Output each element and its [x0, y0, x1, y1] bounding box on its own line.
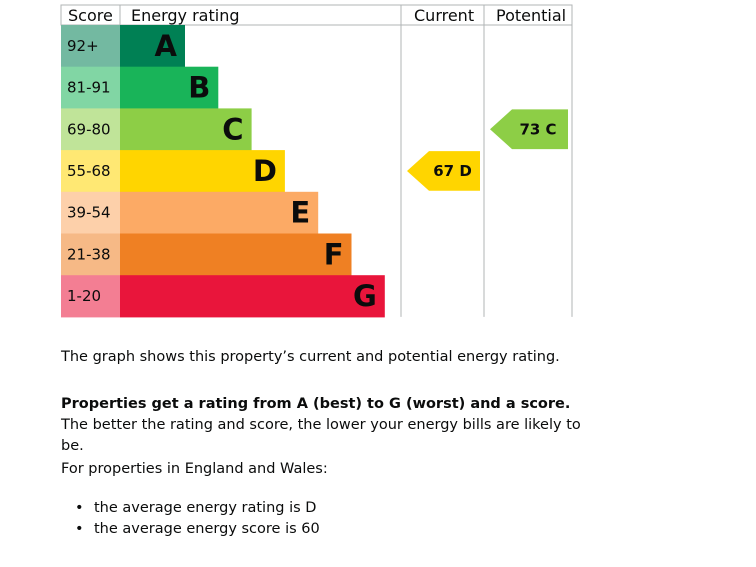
epc-pointers: 67 D 73 C: [407, 109, 568, 191]
rating-bar-g: [120, 275, 385, 318]
epc-bands: 92+ A 81-91 B 69-80 C 55-68 D 39-54 E 21-38 F 1-20 G: [61, 25, 385, 318]
potential-rating-arrow: [490, 109, 568, 150]
chart-description: The graph shows this property’s current …: [61, 347, 581, 368]
average-list: the average energy rating is D the avera…: [61, 498, 320, 540]
current-rating-arrow: [407, 151, 480, 191]
rating-explanation-rest: The better the rating and score, the low…: [61, 417, 581, 454]
list-item: the average energy score is 60: [61, 519, 320, 540]
score-cell-a: [61, 25, 120, 68]
score-cell-d: [61, 150, 120, 193]
score-range-f: 21-38: [67, 245, 111, 263]
rating-bar-e: [120, 191, 319, 234]
rating-bar-c: [120, 108, 252, 151]
score-cell-b: [61, 66, 120, 109]
rating-letter-e: E: [290, 196, 310, 230]
rating-letter-c: C: [222, 112, 243, 146]
epc-chart: Score Energy rating Current Potential 92…: [60, 4, 573, 318]
rating-bar-b: [120, 66, 219, 109]
score-cell-f: [61, 233, 120, 276]
rating-letter-g: G: [353, 279, 377, 313]
rating-bar-d: [120, 150, 285, 193]
epc-grid: [60, 5, 573, 317]
rating-explanation-text: Properties get a rating from A (best) to…: [61, 394, 581, 457]
potential-rating-label: 73 C: [519, 120, 556, 138]
rating-explanation: Properties get a rating from A (best) to…: [61, 394, 581, 457]
score-cell-c: [61, 108, 120, 151]
header-score: Score: [68, 6, 113, 25]
region-text: For properties in England and Wales:: [61, 461, 328, 477]
region-note: For properties in England and Wales:: [61, 459, 581, 480]
score-range-e: 39-54: [67, 204, 111, 222]
score-range-b: 81-91: [67, 79, 111, 97]
epc-header: Score Energy rating Current Potential: [60, 4, 573, 26]
score-range-c: 69-80: [67, 120, 111, 138]
rating-bar-a: [120, 25, 185, 68]
header-current: Current: [414, 6, 474, 25]
header-energy-rating: Energy rating: [131, 6, 240, 25]
rating-bar-f: [120, 233, 352, 276]
current-rating-label: 67 D: [433, 162, 472, 180]
rating-letter-a: A: [155, 29, 178, 63]
rating-letter-d: D: [253, 154, 277, 188]
header-potential: Potential: [496, 6, 566, 25]
rating-explanation-bold: Properties get a rating from A (best) to…: [61, 396, 571, 412]
score-cell-e: [61, 191, 120, 234]
score-range-a: 92+: [67, 37, 99, 55]
rating-letter-b: B: [188, 71, 210, 105]
intro-text: The graph shows this property’s current …: [61, 349, 560, 365]
rating-letter-f: F: [324, 237, 344, 271]
list-item: the average energy rating is D: [61, 498, 320, 519]
score-cell-g: [61, 275, 120, 318]
score-range-g: 1-20: [67, 287, 101, 305]
score-range-d: 55-68: [67, 162, 111, 180]
